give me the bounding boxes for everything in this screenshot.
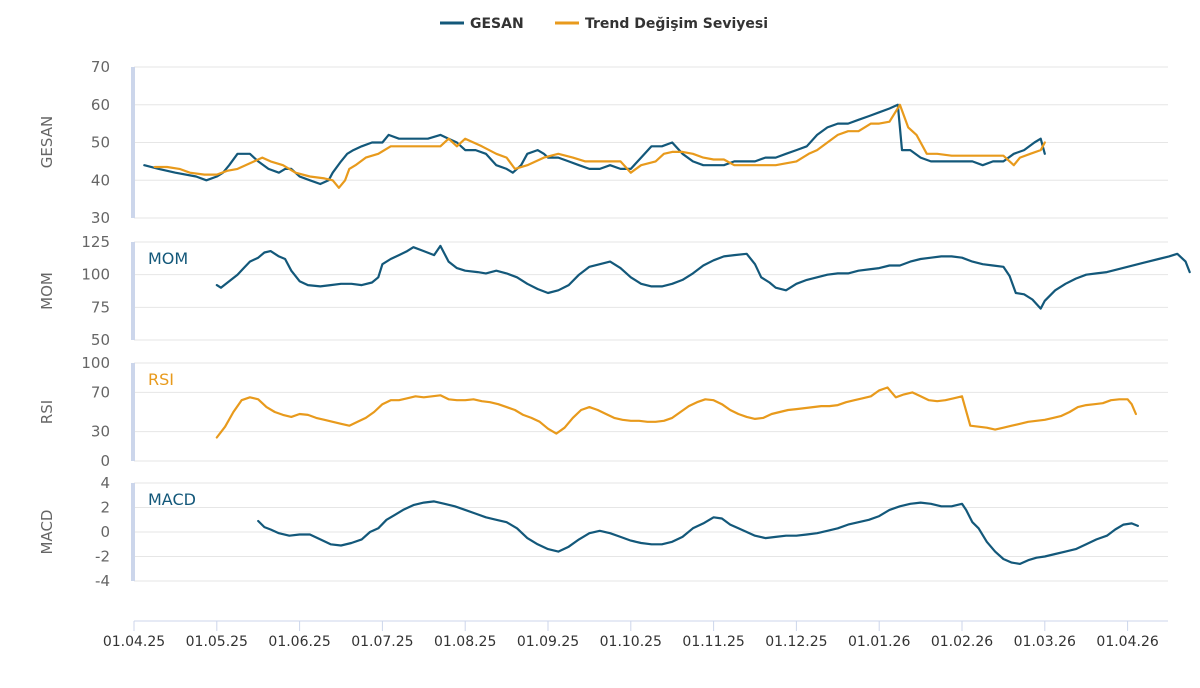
- y-tick-label: 100: [81, 266, 110, 284]
- x-tick-label: 01.05.25: [186, 634, 248, 650]
- y-tick-label: 70: [91, 58, 110, 76]
- y-tick-label: 30: [91, 423, 110, 441]
- y-tick-label: 0: [100, 523, 110, 541]
- series-line-macd: [257, 500, 1139, 565]
- x-tick-label: 01.07.25: [351, 634, 413, 650]
- x-axis: 01.04.25 01.05.25 01.06.25 01.07.25 01.08.25…: [103, 620, 1168, 650]
- panel-title-rsi: RSI: [148, 370, 174, 389]
- legend-label: Trend Değişim Seviyesi: [585, 16, 768, 32]
- x-tick-label: 01.03.26: [1014, 634, 1076, 650]
- series-line-gesan: [143, 103, 1046, 186]
- series-line-trend-degisim-seviyesi: [153, 103, 1046, 189]
- y-axis-label: RSI: [38, 400, 56, 424]
- panels: 3040506070GESAN5075100125MOMMOM03070100R…: [38, 58, 1191, 590]
- y-tick-label: 50: [91, 331, 110, 349]
- y-axis-label: GESAN: [38, 116, 56, 168]
- y-tick-label: 30: [91, 209, 110, 227]
- x-tick-label: 01.06.25: [268, 634, 330, 650]
- x-tick-label: 01.01.26: [848, 634, 910, 650]
- x-tick-label: 01.08.25: [434, 634, 496, 650]
- panel-mom: 50 75 100 125 MOM MOM: [38, 233, 1191, 349]
- x-tick-label: 01.10.25: [600, 634, 662, 650]
- x-tick-label: 01.12.25: [765, 634, 827, 650]
- y-tick-label: 2: [100, 499, 110, 517]
- y-tick-label: 100: [81, 354, 110, 372]
- y-tick-label: 75: [91, 298, 110, 316]
- x-tick-label: 01.04.26: [1096, 634, 1158, 650]
- y-axis-label: MACD: [38, 510, 56, 555]
- y-tick-label: 4: [100, 474, 110, 492]
- y-tick-label: 0: [100, 452, 110, 470]
- y-tick-label: 125: [81, 233, 110, 251]
- series-line-mom: [215, 244, 1191, 310]
- panel-gesan: 30 40 50 60 70 GESAN: [38, 58, 1168, 227]
- y-tick-label: 50: [91, 134, 110, 152]
- y-axis-band: [131, 483, 135, 581]
- y-tick-label: 60: [91, 96, 110, 114]
- x-tick-label: 01.09.25: [517, 634, 579, 650]
- y-axis-band: [131, 363, 135, 461]
- legend-item-gesan[interactable]: GESAN: [440, 16, 524, 32]
- y-axis-label: MOM: [38, 272, 56, 310]
- y-tick-label: -4: [95, 572, 110, 590]
- legend-label: GESAN: [470, 16, 524, 32]
- y-axis-band: [131, 67, 135, 218]
- x-tick-label: 01.02.26: [931, 634, 993, 650]
- x-tick-label: 01.11.25: [682, 634, 744, 650]
- y-tick-label: 70: [91, 383, 110, 401]
- y-tick-label: 40: [91, 171, 110, 189]
- series-line-rsi: [215, 386, 1137, 439]
- y-axis-band: [131, 242, 135, 340]
- legend: GESAN Trend Değişim Seviyesi: [440, 16, 768, 32]
- panel-macd: -4 -2 0 2 4 MACD MACD: [38, 474, 1168, 590]
- panel-title-mom: MOM: [148, 249, 188, 268]
- y-tick-label: -2: [95, 548, 110, 566]
- x-tick-label: 01.04.25: [103, 634, 165, 650]
- panel-rsi: 0 30 70 100 RSI RSI: [38, 354, 1168, 470]
- panel-title-macd: MACD: [148, 490, 196, 509]
- legend-item-trend-degisim-seviyesi[interactable]: Trend Değişim Seviyesi: [555, 16, 768, 32]
